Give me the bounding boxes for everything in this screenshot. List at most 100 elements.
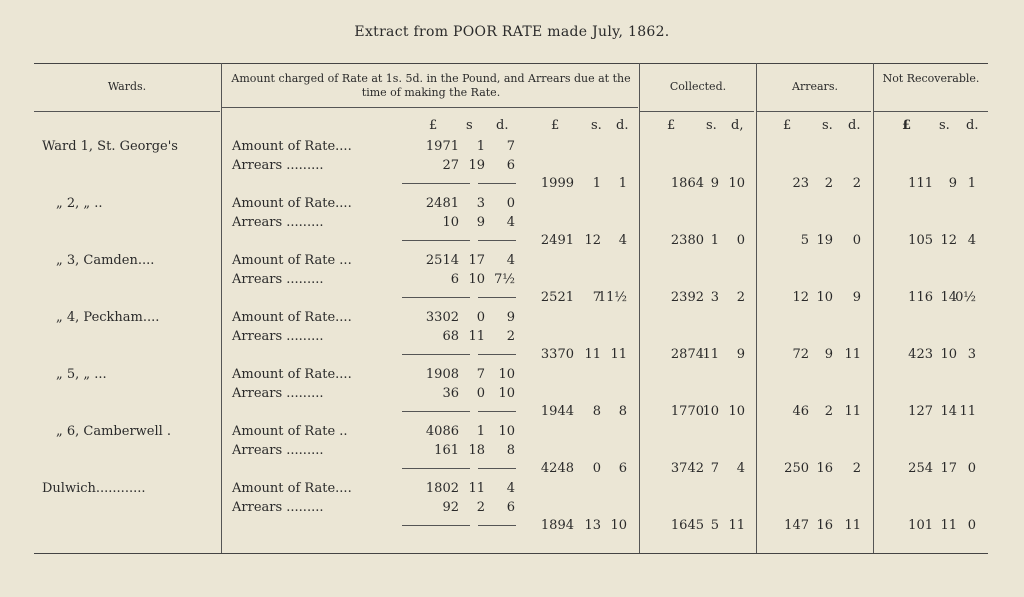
collected-amount: 1770 <box>670 404 704 419</box>
rate-amount: 1908 <box>425 367 459 382</box>
arrears-amount: 6 <box>506 158 515 173</box>
not-recoverable-amount: 4 <box>967 233 976 248</box>
arrears-outstanding: 46 <box>792 404 809 419</box>
unit-shilling: s <box>466 118 473 133</box>
total-amount: 13 <box>584 518 601 533</box>
unit-pound: £ <box>429 118 438 133</box>
header-rule-arrears <box>757 111 871 112</box>
sum-rule <box>402 411 470 412</box>
rate-label: Amount of Rate .. <box>232 424 348 439</box>
arrears-amount: 10 <box>498 386 515 401</box>
collected-amount: 1645 <box>670 518 704 533</box>
total-amount: 8 <box>618 404 627 419</box>
column-divider <box>639 63 640 553</box>
unit-pound: £ <box>783 118 792 133</box>
arrears-outstanding: 19 <box>816 233 833 248</box>
sum-rule <box>478 468 516 469</box>
ward-label: „ 6, Camberwell . <box>56 424 172 439</box>
total-amount: 4248 <box>540 461 574 476</box>
collected-amount: 2380 <box>670 233 704 248</box>
total-amount: 2521 <box>540 290 574 305</box>
sum-rule <box>402 240 470 241</box>
header-collected: Collected. <box>669 80 727 93</box>
unit-shilling: s. <box>939 118 950 133</box>
arrears-amount: 2 <box>476 500 485 515</box>
arrears-outstanding: 16 <box>816 518 833 533</box>
rate-amount: 4 <box>506 253 515 268</box>
not-recoverable-amount: 11 <box>959 404 976 419</box>
total-amount: 3370 <box>540 347 574 362</box>
arrears-outstanding: 11 <box>844 518 861 533</box>
collected-amount: 2874 <box>670 347 704 362</box>
arrears-label: Arrears ......... <box>232 272 324 287</box>
arrears-label: Arrears ......... <box>232 386 324 401</box>
arrears-amount: 27 <box>442 158 459 173</box>
arrears-amount: 10 <box>468 272 485 287</box>
arrears-outstanding: 5 <box>800 233 809 248</box>
rate-amount: 3 <box>476 196 485 211</box>
rate-amount: 7 <box>506 139 515 154</box>
arrears-outstanding: 23 <box>792 176 809 191</box>
rate-amount: 2514 <box>425 253 459 268</box>
arrears-outstanding: 11 <box>844 347 861 362</box>
rate-amount: 0 <box>476 310 485 325</box>
rate-label: Amount of Rate.... <box>232 310 352 325</box>
arrears-label: Arrears ......... <box>232 329 324 344</box>
collected-amount: 0 <box>736 233 745 248</box>
collected-amount: 3742 <box>670 461 704 476</box>
arrears-amount: 68 <box>442 329 459 344</box>
ward-label: „ 4, Peckham.... <box>56 310 160 325</box>
ward-label: Ward 1, St. George's <box>42 139 178 154</box>
not-recoverable-amount: 10 <box>940 347 957 362</box>
arrears-amount: 10 <box>442 215 459 230</box>
arrears-amount: 2 <box>506 329 515 344</box>
header-rule-collected <box>640 111 754 112</box>
not-recoverable-amount: 3 <box>967 347 976 362</box>
collected-amount: 7 <box>710 461 719 476</box>
arrears-amount: 0 <box>476 386 485 401</box>
arrears-outstanding: 9 <box>824 347 833 362</box>
arrears-label: Arrears ......... <box>232 215 324 230</box>
total-amount: 1 <box>592 176 601 191</box>
rate-amount: 0 <box>506 196 515 211</box>
rate-amount: 7 <box>476 367 485 382</box>
rate-amount: 10 <box>498 367 515 382</box>
rate-amount: 4086 <box>425 424 459 439</box>
sum-rule <box>478 525 516 526</box>
unit-pence: d. <box>848 118 861 133</box>
arrears-amount: 18 <box>468 443 485 458</box>
arrears-outstanding: 16 <box>816 461 833 476</box>
not-recoverable-amount: 9 <box>948 176 957 191</box>
collected-amount: 5 <box>710 518 719 533</box>
total-amount: 11 <box>584 347 601 362</box>
arrears-amount: 92 <box>442 500 459 515</box>
not-recoverable-amount: 0 <box>967 461 976 476</box>
unit-pence: d, <box>731 118 744 133</box>
total-amount: 1 <box>618 176 627 191</box>
table-bottom-rule <box>34 553 988 554</box>
unit-shilling: s. <box>591 118 602 133</box>
sum-rule <box>402 297 470 298</box>
rate-amount: 17 <box>468 253 485 268</box>
collected-amount: 1864 <box>670 176 704 191</box>
page-title: Extract from POOR RATE made July, 1862. <box>354 24 670 40</box>
unit-pound: £ <box>667 118 676 133</box>
unit-pound: £ <box>902 118 912 133</box>
not-recoverable-amount: 116 <box>908 290 933 305</box>
collected-amount: 3 <box>710 290 719 305</box>
not-recoverable-amount: 14 <box>940 290 957 305</box>
arrears-outstanding: 2 <box>824 404 833 419</box>
not-recoverable-amount: 111 <box>908 176 933 191</box>
collected-amount: 2392 <box>670 290 704 305</box>
not-recoverable-amount: 17 <box>940 461 957 476</box>
unit-shilling: s. <box>706 118 717 133</box>
arrears-outstanding: 147 <box>784 518 809 533</box>
header-amount: Amount charged of Rate at 1s. 5d. in the… <box>231 72 631 99</box>
not-recoverable-amount: 127 <box>908 404 933 419</box>
arrears-label: Arrears ......... <box>232 443 324 458</box>
sum-rule <box>478 411 516 412</box>
total-amount: 10 <box>610 518 627 533</box>
sum-rule <box>402 354 470 355</box>
not-recoverable-amount: 12 <box>940 233 957 248</box>
total-amount: 8 <box>592 404 601 419</box>
